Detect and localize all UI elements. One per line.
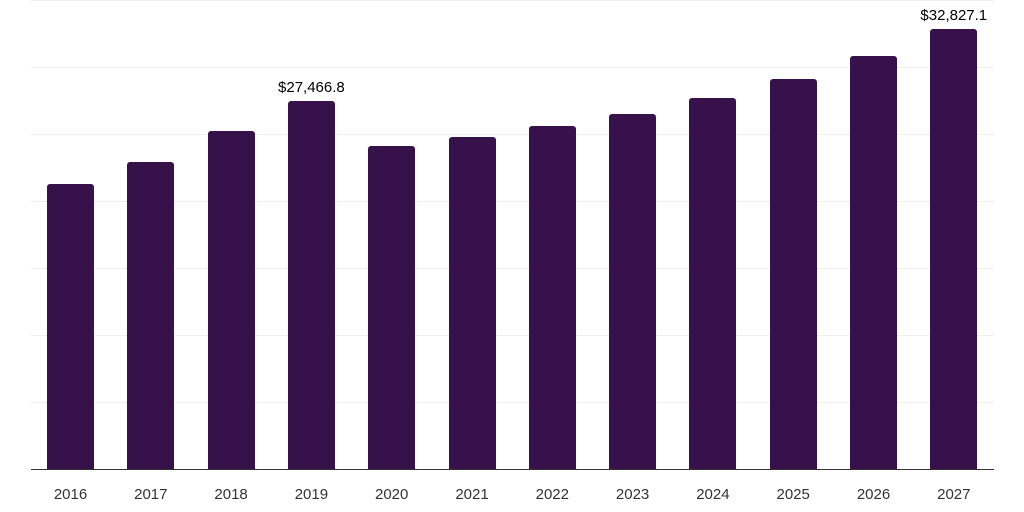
gridline	[31, 134, 994, 135]
bar-2027[interactable]	[930, 29, 978, 469]
bar-2019[interactable]	[287, 100, 335, 469]
x-axis-line	[31, 469, 994, 470]
data-label: $27,466.8	[278, 78, 345, 96]
gridline	[31, 335, 994, 336]
x-tick-label: 2021	[455, 486, 489, 503]
x-tick-label: 2027	[937, 486, 971, 503]
x-tick-label: 2019	[294, 486, 329, 503]
gridline	[31, 201, 994, 202]
bar-2024[interactable]	[689, 97, 737, 469]
gridline	[31, 402, 994, 403]
x-tick-label: 2022	[535, 486, 569, 503]
gridline	[31, 0, 994, 1]
gridline	[31, 67, 994, 68]
x-tick-label: 2017	[134, 486, 168, 503]
bar-2022[interactable]	[528, 125, 576, 469]
bar-2025[interactable]	[769, 79, 817, 469]
x-tick-label: 2020	[375, 486, 409, 503]
bar-2021[interactable]	[448, 136, 496, 469]
bar-2020[interactable]	[368, 146, 416, 469]
x-tick-label: 2023	[615, 486, 650, 503]
gridline	[31, 268, 994, 269]
bar-2016[interactable]	[47, 183, 94, 469]
x-tick-label: 2025	[776, 486, 810, 503]
x-tick-label: 2024	[696, 486, 730, 503]
bar-2023[interactable]	[609, 113, 657, 469]
bar-2018[interactable]	[207, 131, 255, 469]
bar-2017[interactable]	[127, 162, 175, 469]
x-tick-label: 2026	[856, 486, 891, 503]
data-label: $32,827.1	[920, 7, 988, 25]
x-tick-label: 2018	[214, 486, 248, 503]
bar-2026[interactable]	[850, 56, 897, 469]
x-tick-label: 2016	[53, 486, 88, 503]
